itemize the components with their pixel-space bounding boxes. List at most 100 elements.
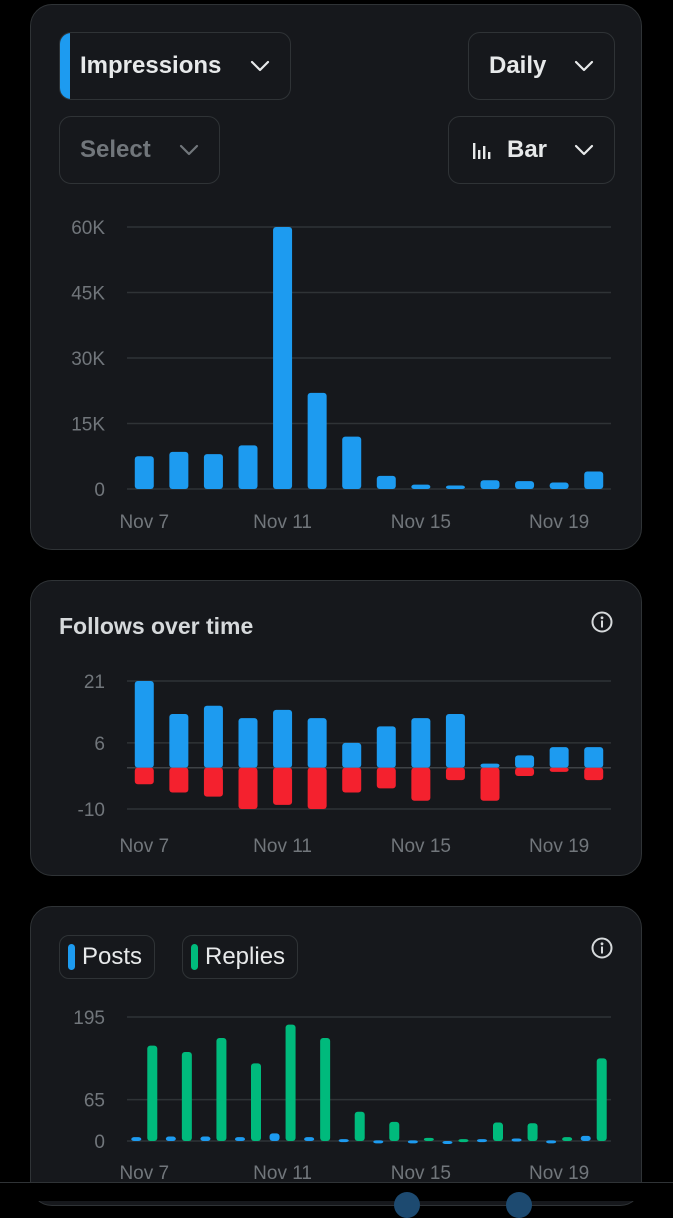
legend-replies[interactable]: Replies bbox=[182, 935, 298, 979]
bar-chart-icon bbox=[473, 143, 491, 159]
nav-dot[interactable] bbox=[506, 1192, 532, 1218]
activity-chart: 0 65 195 Nov 7 Nov 11 Nov 15 Nov 19 bbox=[73, 1008, 611, 1184]
impressions-bar bbox=[203, 454, 223, 489]
follows-card: Follows over time -10 6 21 Nov 7 Nov 11 Nov 1… bbox=[30, 580, 642, 876]
legend-posts-swatch bbox=[68, 944, 75, 970]
follows-gained-bar bbox=[376, 726, 396, 768]
follows-gained-bar bbox=[411, 718, 431, 768]
replies-bar bbox=[285, 1024, 296, 1141]
replies-bar bbox=[527, 1123, 538, 1141]
replies-bar bbox=[320, 1037, 331, 1141]
follows-lost-bar bbox=[515, 767, 535, 776]
posts-bar bbox=[580, 1135, 591, 1141]
impressions-chart: 0 15K 30K 45K 60K Nov 7 Nov 11 Nov 15 Nov 19 bbox=[71, 218, 611, 533]
x-tick-label: Nov 7 bbox=[119, 512, 169, 533]
follows-lost-bar bbox=[584, 767, 604, 781]
posts-bar bbox=[442, 1141, 453, 1144]
posts-bar bbox=[269, 1133, 280, 1141]
impressions-bar bbox=[307, 392, 327, 489]
replies-bar bbox=[354, 1111, 365, 1141]
x-tick-label: Nov 15 bbox=[391, 1163, 451, 1184]
y-tick-label: 65 bbox=[84, 1091, 105, 1112]
x-tick-label: Nov 7 bbox=[119, 1163, 169, 1184]
follows-gained-bar bbox=[238, 718, 258, 768]
follows-gained-bar bbox=[273, 709, 293, 768]
y-tick-label: 0 bbox=[94, 480, 105, 501]
y-tick-label: 0 bbox=[94, 1132, 105, 1153]
y-tick-label: 195 bbox=[73, 1008, 105, 1029]
follows-lost-bar bbox=[273, 767, 293, 805]
metric-select[interactable]: Impressions bbox=[59, 32, 291, 100]
follows-gained-bar bbox=[169, 714, 189, 768]
follows-lost-bar bbox=[169, 767, 189, 793]
follows-lost-bar bbox=[238, 767, 258, 809]
impressions-bar bbox=[169, 451, 189, 489]
period-select[interactable]: Daily bbox=[468, 32, 615, 100]
info-icon[interactable] bbox=[591, 937, 613, 959]
impressions-bar bbox=[549, 482, 569, 489]
compare-select[interactable]: Select bbox=[59, 116, 220, 184]
follows-lost-bar bbox=[376, 767, 396, 789]
impressions-bar bbox=[134, 456, 154, 489]
x-tick-label: Nov 11 bbox=[253, 1163, 312, 1184]
posts-bar bbox=[338, 1139, 349, 1143]
posts-bar bbox=[200, 1136, 211, 1141]
follows-lost-bar bbox=[134, 767, 154, 785]
follows-lost-bar bbox=[203, 767, 223, 797]
replies-bar bbox=[493, 1122, 503, 1141]
impressions-bar bbox=[480, 480, 500, 489]
x-tick-label: Nov 19 bbox=[529, 836, 589, 857]
replies-bar bbox=[458, 1139, 469, 1143]
impressions-bar bbox=[445, 485, 465, 489]
replies-bar bbox=[181, 1051, 192, 1141]
follows-gained-bar bbox=[445, 714, 465, 768]
chevron-down-icon bbox=[574, 60, 594, 72]
legend-replies-label: Replies bbox=[205, 943, 286, 970]
follows-gained-bar bbox=[134, 681, 154, 768]
posts-bar bbox=[477, 1139, 487, 1143]
x-tick-label: Nov 19 bbox=[529, 512, 589, 533]
follows-gained-bar bbox=[549, 747, 569, 768]
legend-posts-label: Posts bbox=[82, 943, 143, 970]
y-tick-label: 21 bbox=[84, 672, 105, 693]
nav-dot[interactable] bbox=[394, 1192, 420, 1218]
follows-gained-bar bbox=[307, 718, 327, 768]
x-tick-label: Nov 11 bbox=[253, 512, 312, 533]
follows-lost-bar bbox=[480, 767, 500, 801]
posts-bar bbox=[511, 1138, 522, 1142]
posts-bar bbox=[373, 1140, 384, 1144]
replies-bar bbox=[423, 1137, 434, 1141]
legend-replies-swatch bbox=[191, 944, 198, 970]
period-select-label: Daily bbox=[489, 52, 547, 79]
impressions-bar bbox=[376, 475, 396, 489]
x-tick-label: Nov 7 bbox=[119, 836, 169, 857]
chevron-down-icon bbox=[250, 60, 270, 72]
follows-gained-bar bbox=[584, 747, 604, 768]
follows-lost-bar bbox=[307, 767, 327, 809]
compare-select-label: Select bbox=[80, 136, 151, 163]
replies-bar bbox=[216, 1037, 227, 1141]
replies-bar bbox=[251, 1063, 261, 1141]
follows-lost-bar bbox=[445, 767, 465, 781]
legend-posts[interactable]: Posts bbox=[59, 935, 155, 979]
replies-bar bbox=[596, 1058, 607, 1141]
chart-type-select[interactable]: Bar bbox=[448, 116, 615, 184]
info-icon[interactable] bbox=[591, 611, 613, 633]
follows-gained-bar bbox=[480, 763, 500, 768]
metric-accent bbox=[60, 33, 70, 99]
chevron-down-icon bbox=[179, 144, 199, 156]
replies-bar bbox=[147, 1045, 158, 1141]
follows-gained-bar bbox=[203, 705, 223, 768]
follows-gained-bar bbox=[515, 755, 535, 768]
impressions-bar bbox=[238, 445, 258, 489]
replies-bar bbox=[562, 1137, 573, 1141]
follows-card-title: Follows over time bbox=[59, 613, 254, 639]
y-tick-label: 30K bbox=[71, 349, 105, 370]
y-tick-label: 60K bbox=[71, 218, 105, 239]
follows-lost-bar bbox=[549, 767, 569, 772]
posts-bar bbox=[546, 1140, 557, 1144]
chart-type-select-label: Bar bbox=[507, 136, 548, 163]
posts-bar bbox=[407, 1140, 418, 1144]
y-tick-label: 6 bbox=[94, 734, 105, 755]
metric-select-label: Impressions bbox=[80, 52, 222, 79]
